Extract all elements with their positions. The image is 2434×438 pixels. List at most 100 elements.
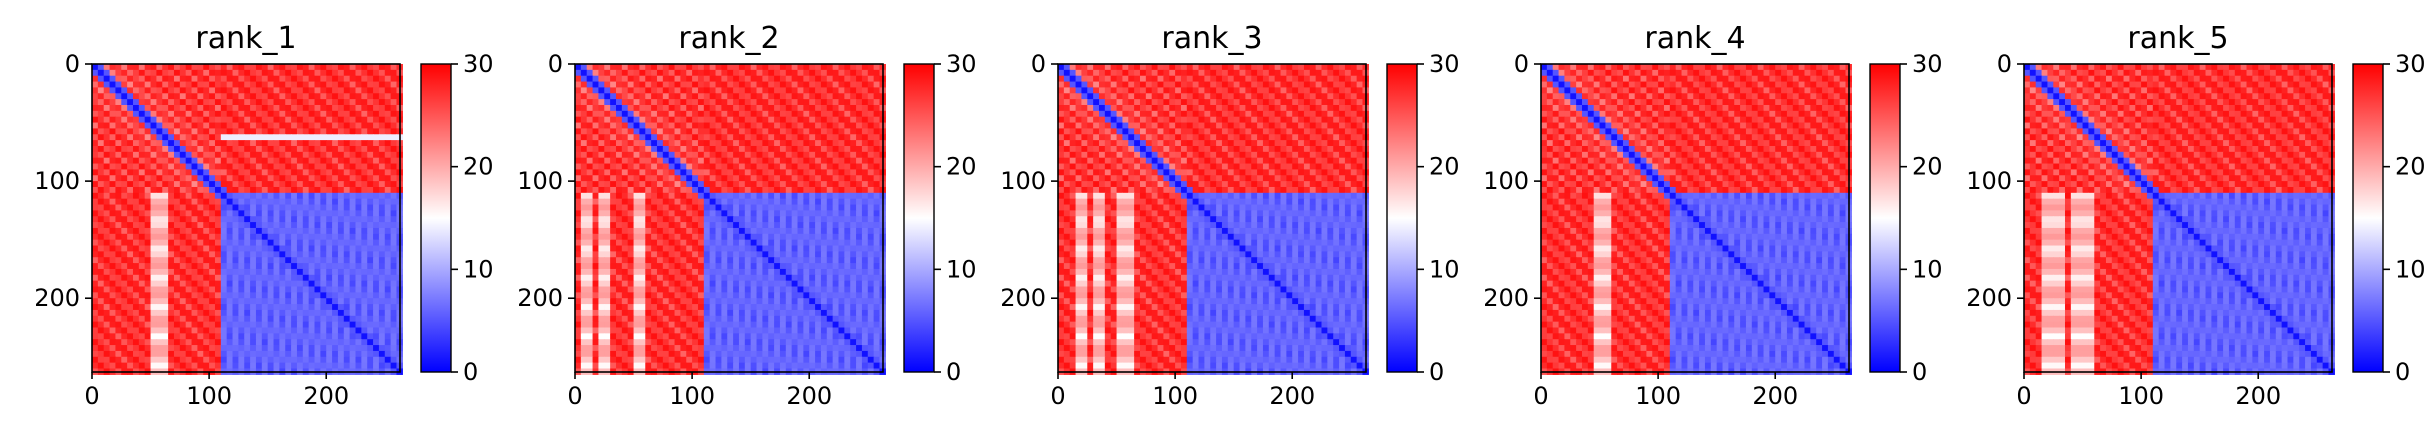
heatmap-cell: [320, 116, 327, 124]
heatmap-cell: [156, 169, 163, 176]
heatmap-cell: [191, 145, 198, 153]
heatmap-cell: [580, 81, 588, 89]
heatmap-cell: [639, 210, 646, 217]
heatmap-cell: [832, 93, 840, 100]
heatmap-cell: [173, 186, 181, 194]
heatmap-cell: [349, 227, 357, 235]
heatmap-cell: [826, 292, 834, 299]
heatmap-cell: [656, 257, 664, 264]
heatmap-cell: [220, 263, 228, 270]
heatmap-cell: [291, 350, 298, 358]
heatmap-cell: [861, 263, 869, 270]
heatmap-cell: [680, 280, 687, 288]
heatmap-cell: [715, 233, 722, 241]
heatmap-cell: [703, 186, 711, 194]
heatmap-cell: [832, 186, 840, 194]
heatmap-cell: [132, 140, 140, 147]
heatmap-cell: [144, 192, 152, 200]
heatmap-cell: [715, 192, 722, 200]
heatmap-cell: [109, 87, 117, 94]
heatmap-cell: [296, 151, 304, 159]
heatmap-cell: [832, 87, 840, 94]
heatmap-cell: [97, 251, 105, 258]
heatmap-cell: [367, 274, 374, 282]
heatmap-cell: [332, 268, 339, 276]
heatmap-cell: [621, 104, 629, 112]
heatmap-cell: [320, 321, 327, 329]
heatmap-cell: [680, 75, 687, 83]
heatmap-cell: [604, 210, 611, 217]
heatmap-cell: [150, 251, 158, 258]
heatmap-cell: [103, 116, 111, 124]
heatmap-cell: [250, 134, 257, 141]
heatmap-cell: [378, 134, 386, 141]
heatmap-cell: [815, 227, 822, 235]
heatmap-cell: [314, 280, 321, 288]
heatmap-cell: [727, 163, 734, 170]
heatmap-cell: [267, 116, 275, 124]
heatmap-cell: [873, 186, 881, 194]
heatmap-cell: [179, 321, 187, 329]
heatmap-cell: [332, 339, 339, 346]
heatmap-cell: [214, 222, 222, 229]
heatmap-cell: [727, 157, 734, 165]
heatmap-cell: [361, 116, 368, 124]
heatmap-cell: [150, 362, 158, 370]
heatmap-cell: [337, 327, 345, 334]
heatmap-cell: [109, 186, 117, 194]
heatmap-cell: [261, 157, 269, 165]
heatmap-cell: [115, 222, 122, 229]
heatmap-cell: [273, 251, 280, 258]
heatmap-cell: [162, 210, 169, 217]
heatmap-cell: [779, 110, 787, 118]
heatmap-cell: [709, 99, 717, 106]
heatmap-cell: [361, 99, 368, 106]
heatmap-cell: [844, 274, 851, 282]
heatmap-cell: [291, 151, 298, 159]
heatmap-cell: [621, 128, 629, 135]
heatmap-cell: [744, 286, 752, 293]
heatmap-cell: [873, 216, 881, 223]
heatmap-cell: [203, 327, 210, 334]
heatmap-cell: [768, 128, 775, 135]
heatmap-cell: [592, 286, 600, 293]
heatmap-cell: [390, 280, 398, 288]
heatmap-cell: [238, 327, 245, 334]
heatmap-cell: [349, 339, 357, 346]
heatmap-cell: [768, 245, 775, 252]
heatmap-cell: [127, 263, 134, 270]
heatmap-cell: [621, 181, 629, 188]
heatmap-cell: [285, 356, 292, 364]
heatmap-cell: [197, 122, 204, 130]
heatmap-cell: [109, 257, 117, 264]
heatmap-cell: [575, 122, 582, 130]
heatmap-cell: [291, 222, 298, 229]
heatmap-cell: [645, 163, 652, 170]
heatmap-cell: [238, 163, 245, 170]
heatmap-cell: [686, 292, 693, 299]
heatmap-cell: [815, 251, 822, 258]
heatmap-cell: [744, 280, 752, 288]
heatmap-cell: [850, 292, 857, 299]
heatmap-cell: [803, 122, 810, 130]
heatmap-cell: [680, 233, 687, 241]
heatmap-cell: [697, 239, 705, 247]
heatmap-cell: [621, 292, 629, 299]
heatmap-cell: [285, 292, 292, 299]
heatmap-cell: [308, 309, 316, 317]
heatmap-cell: [373, 134, 380, 141]
heatmap-cell: [255, 81, 263, 89]
heatmap-cell: [709, 274, 717, 282]
heatmap-cell: [173, 333, 181, 340]
heatmap-cell: [185, 69, 193, 77]
heatmap-cell: [809, 251, 816, 258]
heatmap-cell: [367, 151, 374, 159]
heatmap-cell: [302, 350, 310, 358]
heatmap-cell: [774, 298, 781, 305]
heatmap-cell: [361, 145, 368, 153]
heatmap-cell: [756, 181, 763, 188]
heatmap-cell: [238, 116, 245, 124]
heatmap-cell: [674, 239, 681, 247]
heatmap-cell: [697, 81, 705, 89]
heatmap-cell: [586, 75, 594, 83]
